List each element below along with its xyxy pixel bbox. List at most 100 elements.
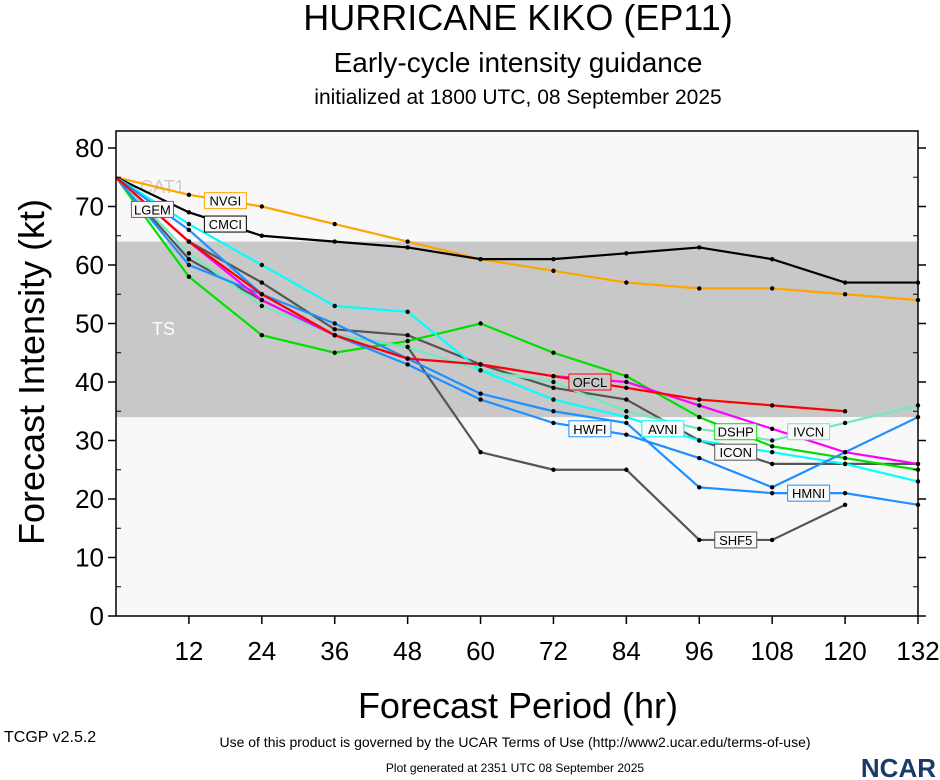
data-point (551, 268, 556, 274)
data-point (624, 280, 629, 285)
x-tick-label: 96 (685, 636, 714, 666)
y-tick-label: 20 (75, 484, 104, 514)
series-label: DSHP (718, 425, 754, 440)
data-point (186, 262, 192, 268)
series-label: OFCL (573, 375, 608, 390)
data-point (332, 321, 337, 326)
band-label-ts: TS (152, 319, 175, 339)
series-avni (115, 176, 921, 484)
series-label-bg (714, 531, 758, 549)
data-point (332, 303, 337, 309)
y-tick-label: 30 (75, 426, 104, 456)
data-point (697, 438, 702, 443)
series-label-shf5: SHF5 (714, 531, 758, 549)
terms-text: Use of this product is governed by the U… (219, 734, 810, 750)
series-label-ofcl: OFCL (568, 373, 612, 391)
data-point (478, 321, 483, 326)
x-tick-label: 12 (174, 636, 203, 666)
series-label-bg (714, 443, 758, 461)
band-label-cat1: CAT1 (140, 177, 185, 197)
series-label-dshp: DSHP (714, 423, 758, 441)
y-tick-label: 0 (90, 601, 104, 631)
data-point (697, 286, 702, 291)
data-point (842, 490, 848, 496)
data-point (769, 461, 775, 467)
series-label: LGEM (134, 202, 171, 217)
data-point (259, 292, 265, 297)
data-point (405, 309, 410, 314)
series-line-ivcn (115, 176, 919, 442)
data-point (332, 350, 337, 355)
data-point (697, 426, 702, 431)
series-label: HWFI (573, 422, 606, 437)
series-label: AVNI (648, 422, 677, 437)
data-point (697, 245, 702, 250)
data-point (478, 368, 483, 373)
data-point (624, 420, 629, 426)
data-point (186, 221, 192, 227)
series-label-hwfi: HWFI (568, 420, 612, 438)
data-point (259, 262, 265, 268)
y-tick-label: 60 (75, 250, 104, 280)
data-point (842, 420, 848, 426)
series-label: SHF5 (719, 533, 752, 548)
y-tick-label: 40 (75, 367, 104, 397)
series-label-avni: AVNI (641, 420, 685, 438)
data-point (551, 467, 556, 472)
series-label: NVGI (209, 194, 241, 209)
data-point (405, 245, 410, 250)
data-point (769, 444, 775, 449)
data-point (259, 303, 265, 309)
x-tick-label: 120 (823, 636, 866, 666)
x-tick-label: 108 (750, 636, 793, 666)
data-point (842, 292, 848, 297)
init-time: initialized at 1800 UTC, 08 September 20… (314, 86, 721, 109)
data-point (259, 333, 265, 338)
data-point (186, 227, 192, 233)
series-label-ivcn: IVCN (787, 423, 831, 441)
data-point (478, 391, 483, 396)
series-label-bg (568, 420, 612, 438)
data-point (769, 485, 775, 490)
data-point (697, 485, 702, 490)
data-point (478, 256, 483, 262)
data-point (769, 490, 775, 496)
data-point (842, 502, 848, 508)
y-tick-label: 70 (75, 192, 104, 222)
data-point (259, 204, 265, 209)
data-point (769, 450, 775, 455)
series-label-bg (203, 215, 247, 233)
data-point (186, 274, 192, 279)
data-point (478, 450, 483, 455)
series-label-bg (714, 423, 758, 441)
series-line-hmni (115, 176, 919, 506)
x-tick-label: 60 (466, 636, 495, 666)
x-axis-label: Forecast Period (hr) (358, 685, 678, 726)
data-point (405, 333, 410, 338)
generated-text: Plot generated at 2351 UTC 08 September … (386, 761, 644, 775)
y-axis-label: Forecast Intensity (kt) (11, 199, 52, 545)
data-point (186, 239, 192, 244)
series-label-bg (130, 200, 174, 218)
data-point (186, 210, 192, 215)
y-tick-label: 80 (75, 133, 104, 163)
series-label-bg (787, 484, 831, 502)
data-point (332, 327, 337, 332)
data-point (624, 251, 629, 256)
data-point (842, 461, 848, 467)
data-point (697, 403, 702, 408)
x-tick-label: 72 (539, 636, 568, 666)
data-point (842, 280, 848, 285)
data-point (405, 362, 410, 367)
data-point (405, 356, 410, 361)
chart-title: HURRICANE KIKO (EP11) (303, 0, 732, 38)
data-point (624, 414, 629, 420)
series-cmci (115, 176, 921, 285)
series-line-cmci (115, 176, 918, 284)
series-line-nvgi (115, 176, 919, 302)
data-point (842, 450, 848, 455)
x-tick-label: 24 (247, 636, 276, 666)
y-tick-label: 50 (75, 309, 104, 339)
